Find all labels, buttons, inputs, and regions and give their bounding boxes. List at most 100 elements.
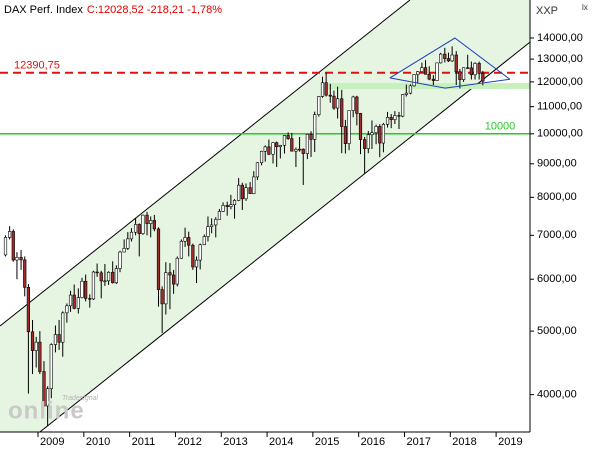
- channel-fill: [0, 0, 530, 432]
- quote: C:12028,52 -218,21 -1,78%: [87, 4, 222, 16]
- candle-body: [439, 53, 443, 64]
- candle-body: [72, 294, 76, 309]
- y-tick-label: 8000,00: [537, 191, 577, 203]
- candle-body: [68, 294, 73, 307]
- candle-body: [317, 96, 321, 115]
- candle-body: [378, 126, 382, 144]
- candle-body: [26, 287, 31, 333]
- x-tick-label: 2019: [498, 436, 522, 448]
- candle-body: [179, 240, 184, 259]
- candle-body: [278, 145, 282, 148]
- chart-title: DAX Perf. Index C:12028,52 -218,21 -1,78%: [4, 4, 222, 16]
- candle-body: [450, 54, 454, 62]
- candle-body: [111, 271, 115, 284]
- candle-body: [23, 259, 27, 288]
- channel-line: [39, 41, 530, 432]
- triangle-line: [389, 37, 511, 80]
- candle-body: [168, 272, 172, 276]
- y-tick-label: 13000,00: [537, 53, 583, 65]
- candle-body: [80, 280, 84, 298]
- candle-body: [141, 214, 145, 234]
- candle-body: [305, 134, 309, 154]
- candle-body: [320, 82, 325, 97]
- candle-body: [3, 237, 8, 256]
- axes: 4000,00 5000,00 6000,00 7000,00 8000,00 9000,…: [37, 32, 583, 448]
- candle-body: [229, 204, 233, 207]
- candle-body: [160, 289, 164, 305]
- candle-body: [221, 205, 225, 212]
- candle-body: [248, 187, 252, 194]
- candle-body: [351, 96, 355, 111]
- candle-body: [408, 85, 413, 94]
- x-tick-label: 2016: [361, 436, 385, 448]
- candle-body: [61, 312, 65, 343]
- candle-body: [225, 205, 229, 207]
- candle-body: [355, 96, 359, 114]
- candle-body: [217, 211, 222, 220]
- candle-body: [53, 334, 58, 345]
- candle-body: [397, 115, 401, 117]
- candle-body: [340, 98, 344, 127]
- candle-body: [187, 237, 191, 246]
- candle-body: [255, 162, 260, 178]
- x-tick-label: 2018: [452, 436, 476, 448]
- candle-body: [88, 298, 92, 300]
- candle-body: [347, 110, 351, 144]
- candle-body: [324, 82, 328, 96]
- candle-body: [106, 271, 111, 282]
- candle-body: [30, 331, 35, 351]
- y-tick-label: 11000,00: [537, 101, 582, 113]
- candle-body: [137, 224, 141, 234]
- x-tick-label: 2011: [132, 436, 156, 448]
- candle-body: [294, 148, 298, 152]
- y-tick-label: 14000,00: [537, 32, 583, 44]
- candle-body: [214, 219, 218, 226]
- triangle-line: [389, 77, 510, 89]
- candle-body: [95, 271, 99, 274]
- candle-body: [343, 126, 347, 144]
- candle-body: [34, 341, 38, 351]
- y-tick-label: 5000,00: [537, 325, 577, 337]
- candle-body: [412, 74, 416, 87]
- candle-body: [126, 238, 130, 249]
- line-label: 12390,75: [14, 60, 60, 72]
- candle-body: [122, 248, 126, 253]
- candle-body: [57, 334, 61, 343]
- candle-body: [252, 176, 256, 194]
- x-tick-label: 2013: [223, 436, 247, 448]
- candle-body: [458, 71, 462, 80]
- candle-body: [156, 228, 161, 290]
- candle-body: [19, 257, 23, 261]
- candle-body: [152, 220, 156, 230]
- candle-body: [65, 305, 69, 314]
- candle-body: [328, 94, 332, 97]
- candle-body: [259, 150, 264, 164]
- candle-body: [240, 184, 244, 200]
- candle-body: [206, 226, 210, 237]
- candle-body: [370, 132, 374, 136]
- watermark: online: [8, 397, 85, 424]
- x-tick-label: 2017: [406, 436, 430, 448]
- candle-body: [473, 63, 477, 76]
- candle-body: [175, 257, 179, 285]
- candle-body: [385, 117, 390, 125]
- candle-body: [358, 113, 363, 140]
- candle-body: [286, 135, 290, 139]
- support-zone: [326, 83, 530, 90]
- candle-body: [145, 214, 149, 224]
- x-tick-label: 2012: [177, 436, 201, 448]
- candle-body: [477, 63, 481, 74]
- corner-mark: lx: [582, 3, 588, 12]
- candle-body: [454, 54, 458, 73]
- candle-body: [191, 244, 195, 268]
- candle-body: [164, 272, 168, 305]
- candle-body: [461, 67, 466, 80]
- candle-body: [198, 244, 202, 261]
- candle-body: [99, 272, 103, 282]
- candle-body: [38, 341, 42, 372]
- candle-body: [481, 73, 485, 82]
- candle-body: [76, 297, 80, 309]
- x-tick-label: 2015: [315, 436, 339, 448]
- candle-body: [336, 98, 340, 109]
- candle-body: [416, 71, 420, 75]
